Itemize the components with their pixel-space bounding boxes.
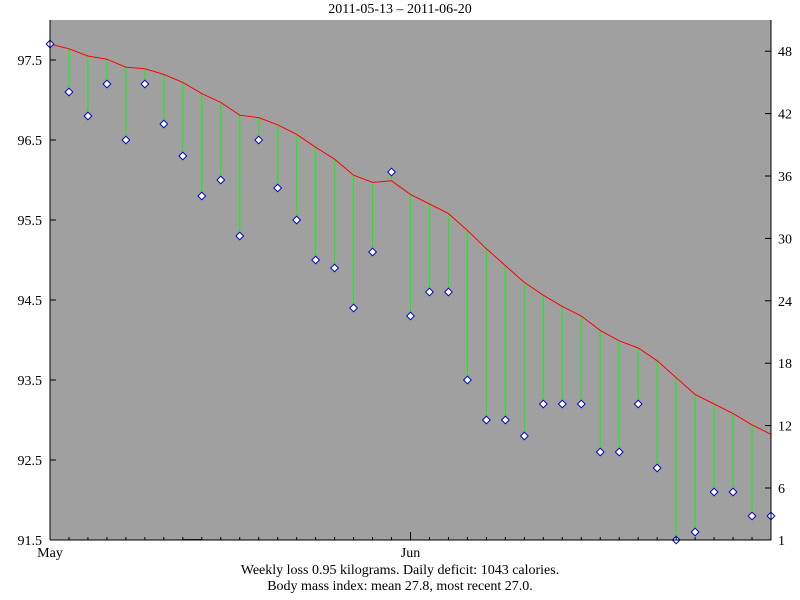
daily-weight-point (557, 399, 567, 409)
daily-weight-point (368, 247, 378, 257)
right-axis-tick-label: 24 (778, 295, 792, 310)
daily-weight-point (292, 215, 302, 225)
bmi-summary: Body mass index: mean 27.8, most recent … (267, 579, 533, 594)
daily-weight-point (576, 399, 586, 409)
daily-weight-point (652, 463, 662, 473)
left-axis-tick-label: 95.5 (18, 214, 43, 229)
daily-weight-point (311, 255, 321, 265)
left-axis-tick-label: 97.5 (18, 54, 43, 69)
x-axis-tick-label: Jun (401, 546, 420, 561)
daily-weight-point (197, 191, 207, 201)
left-axis-tick-label: 93.5 (18, 374, 43, 389)
daily-weight-point (519, 431, 529, 441)
right-axis-tick-label: 36 (778, 170, 792, 185)
daily-weight-point (424, 287, 434, 297)
daily-weight-point (747, 511, 757, 521)
daily-weight-point (178, 151, 188, 161)
right-axis-tick-label: 1 (778, 534, 785, 549)
right-axis-tick-label: 18 (778, 357, 792, 372)
daily-weight-point (216, 175, 226, 185)
x-axis-tick-label: May (37, 546, 63, 561)
axes: 91.5 92.5 93.5 94.5 95.5 96.5 97.5 1 6 12 18 24 30 36… (18, 20, 792, 561)
daily-weight-point (235, 231, 245, 241)
daily-weight-point (140, 79, 150, 89)
left-axis-tick-label: 91.5 (18, 534, 43, 549)
daily-weight-point (330, 263, 340, 273)
daily-weight-point (102, 79, 112, 89)
daily-weight-point (273, 183, 283, 193)
daily-weight-point (595, 447, 605, 457)
daily-weight-point (443, 287, 453, 297)
daily-weight-point (614, 447, 624, 457)
daily-weight-point (121, 135, 131, 145)
chart-title: 2011-05-13 – 2011-06-20 (328, 2, 472, 17)
daily-weight-point (538, 399, 548, 409)
trend-line (49, 43, 772, 435)
daily-weight-point (500, 415, 510, 425)
daily-weight-point (481, 415, 491, 425)
daily-weight-point (387, 167, 397, 177)
daily-weight-point (64, 87, 74, 97)
daily-weight-point (254, 135, 264, 145)
daily-weight-point (633, 399, 643, 409)
right-axis-tick-label: 12 (778, 420, 792, 435)
left-axis-tick-label: 96.5 (18, 134, 43, 149)
right-axis-tick-label: 30 (778, 232, 792, 247)
daily-weight-point (709, 487, 719, 497)
right-axis-tick-label: 42 (778, 108, 792, 123)
right-axis-tick-label: 48 (778, 45, 792, 60)
daily-weight-point (349, 303, 359, 313)
daily-weight-point (462, 375, 472, 385)
left-axis-tick-label: 94.5 (18, 294, 43, 309)
right-axis-tick-label: 6 (778, 482, 785, 497)
daily-weight-point (405, 311, 416, 321)
daily-weight-point (159, 119, 169, 129)
daily-weight-point (690, 527, 700, 537)
residual-lines (68, 48, 772, 540)
daily-weight-point (83, 111, 93, 121)
left-axis-tick-label: 92.5 (18, 454, 43, 469)
daily-weight-point (728, 487, 738, 497)
weekly-loss-summary: Weekly loss 0.95 kilograms. Daily defici… (240, 563, 560, 578)
